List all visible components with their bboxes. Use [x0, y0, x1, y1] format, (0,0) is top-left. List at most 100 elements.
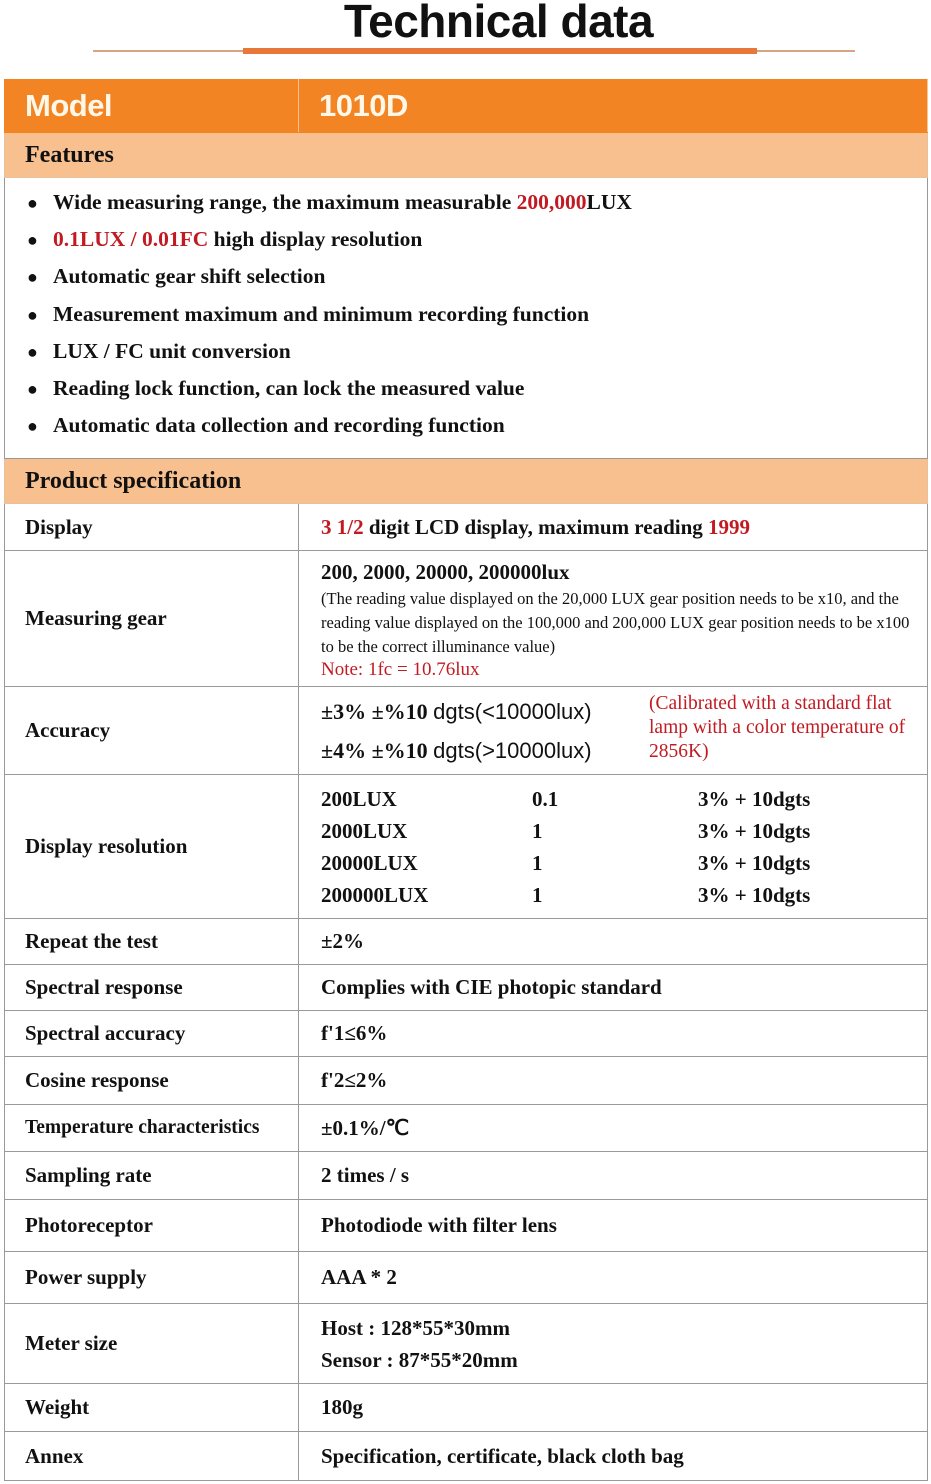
- row-value: Photodiode with filter lens: [298, 1199, 928, 1252]
- display-text: digit LCD display, maximum reading: [363, 514, 709, 539]
- bullet-icon: ●: [27, 341, 38, 362]
- feature-item: ● Wide measuring range, the maximum measu…: [27, 190, 927, 227]
- page-title: Technical data: [343, 0, 654, 47]
- title-underline: [243, 48, 757, 54]
- row-label: Temperature characteristics: [4, 1104, 299, 1152]
- resolution-grid: 200LUX 0.1 3% + 10dgts 2000LUX 1 3% + 10dgts 2…: [321, 783, 927, 911]
- table-row: Power supply AAA * 2: [4, 1251, 928, 1304]
- bullet-icon: ●: [27, 304, 38, 325]
- row-value: ±2%: [298, 918, 928, 965]
- row-label: Repeat the test: [4, 918, 299, 965]
- annex-label: Annex: [4, 1431, 299, 1481]
- accuracy-values: ±3% ±%10 dgts(<10000lux) ±4% ±%10 dgts(>…: [321, 692, 649, 770]
- row-value: f'2≤2%: [298, 1056, 928, 1105]
- accuracy-note: (Calibrated with a standard flat lamp wi…: [649, 692, 906, 762]
- bullet-icon: ●: [27, 193, 38, 213]
- table-row: Spectral accuracy f'1≤6%: [4, 1010, 928, 1057]
- feature-text: 0.1LUX / 0.01FC: [53, 227, 209, 252]
- annex-value: Specification, certificate, black cloth …: [298, 1431, 928, 1481]
- feature-text: Reading lock function, can lock the meas…: [53, 375, 525, 400]
- display-digits: 3 1/2: [321, 514, 364, 539]
- table-row: Temperature characteristics ±0.1%/℃: [4, 1104, 928, 1152]
- resolution-accuracy: 3% + 10dgts: [698, 882, 811, 907]
- feature-item: ● Measurement maximum and minimum recordi…: [27, 302, 927, 339]
- feature-text: LUX: [586, 190, 632, 214]
- gear-ranges: 200, 2000, 20000, 200000lux: [321, 559, 570, 584]
- bullet-icon: ●: [27, 230, 38, 251]
- gear-conversion-note: Note: 1fc = 10.76lux: [321, 658, 480, 680]
- feature-item: ● LUX / FC unit conversion: [27, 339, 927, 376]
- size-label: Meter size: [4, 1303, 299, 1384]
- table-row: Display resolution 200LUX 0.1 3% + 10dgts 2…: [4, 774, 928, 919]
- row-value: Complies with CIE photopic standard: [298, 964, 928, 1011]
- row-value: AAA * 2: [298, 1251, 928, 1304]
- feature-text: LUX / FC unit conversion: [53, 338, 291, 363]
- resolution-range: 200000LUX: [321, 882, 429, 907]
- table-row: Photoreceptor Photodiode with filter lens: [4, 1199, 928, 1252]
- features-heading: Features: [4, 132, 928, 178]
- accuracy-2: ±4% ±%10: [321, 737, 434, 763]
- row-label: Power supply: [4, 1251, 299, 1304]
- display-value: 3 1/2 digit LCD display, maximum reading…: [298, 503, 928, 551]
- feature-text: Wide measuring range, the maximum measur…: [53, 190, 517, 214]
- weight-value: 180g: [298, 1383, 928, 1432]
- weight-label: Weight: [4, 1383, 299, 1432]
- table-row: Measuring gear 200, 2000, 20000, 200000l…: [4, 550, 928, 687]
- accuracy-1: ±3% ±%10: [321, 698, 434, 724]
- resolution-step: 0.1: [532, 786, 559, 811]
- resolution-step: 1: [532, 850, 543, 875]
- row-value: f'1≤6%: [298, 1010, 928, 1057]
- feature-text: Measurement maximum and minimum recordin…: [53, 301, 590, 326]
- feature-item: ● Reading lock function, can lock the mea…: [27, 376, 927, 413]
- gear-note: (The reading value displayed on the 20,0…: [321, 588, 910, 656]
- feature-item: ● Automatic gear shift selection: [27, 264, 927, 301]
- table-row: Cosine response f'2≤2%: [4, 1056, 928, 1105]
- resolution-step: 1: [532, 818, 543, 843]
- model-label: Model: [4, 79, 299, 133]
- resolution-range: 2000LUX: [321, 818, 408, 843]
- resolution-accuracy: 3% + 10dgts: [698, 818, 811, 843]
- gear-label: Measuring gear: [4, 550, 299, 687]
- table-row: Meter size Host : 128*55*30mm Sensor : 8…: [4, 1303, 928, 1384]
- table-row: Spectral response Complies with CIE photo…: [4, 964, 928, 1011]
- resolution-range: 200LUX: [321, 786, 397, 811]
- resolution-step: 1: [532, 882, 543, 907]
- display-max: 1999: [708, 514, 751, 539]
- resolution-accuracy: 3% + 10dgts: [698, 786, 811, 811]
- row-label: Spectral response: [4, 964, 299, 1011]
- table-row: Annex Specification, certificate, black …: [4, 1431, 928, 1481]
- resolution-label: Display resolution: [4, 774, 299, 919]
- table-row: Weight 180g: [4, 1383, 928, 1432]
- spec-heading: Product specification: [4, 458, 928, 504]
- row-label: Sampling rate: [4, 1151, 299, 1200]
- spec-table: Model 1010D Features ● Wide measuring ran…: [4, 79, 928, 1481]
- row-label: Spectral accuracy: [4, 1010, 299, 1057]
- size-sensor: Sensor : 87*55*20mm: [321, 1347, 518, 1372]
- table-row: Display 3 1/2 digit LCD display, maximum…: [4, 503, 928, 551]
- feature-item: ● 0.1LUX / 0.01FC high display resolution: [27, 227, 927, 264]
- resolution-accuracy: 3% + 10dgts: [698, 850, 811, 875]
- feature-text: 200,000: [516, 190, 587, 214]
- row-label: Cosine response: [4, 1056, 299, 1105]
- model-value: 1010D: [298, 79, 928, 133]
- feature-text: Automatic gear shift selection: [53, 264, 326, 289]
- row-value: 2 times / s: [298, 1151, 928, 1200]
- row-value: ±0.1%/℃: [298, 1104, 928, 1152]
- feature-item: ● Automatic data collection and recording…: [27, 413, 927, 450]
- row-label: Photoreceptor: [4, 1199, 299, 1252]
- features-list: ● Wide measuring range, the maximum measu…: [25, 178, 927, 450]
- table-row: Repeat the test ±2%: [4, 918, 928, 965]
- accuracy-1-range: dgts(<10000lux): [433, 698, 592, 724]
- bullet-icon: ●: [27, 378, 38, 399]
- model-row: Model 1010D: [4, 79, 928, 133]
- feature-text: high display resolution: [208, 227, 423, 252]
- size-host: Host : 128*55*30mm: [321, 1315, 510, 1340]
- feature-text: Automatic data collection and recording …: [53, 413, 505, 438]
- accuracy-2-range: dgts(>10000lux): [433, 737, 592, 763]
- bullet-icon: ●: [27, 416, 38, 437]
- table-row: Accuracy ±3% ±%10 dgts(<10000lux) ±4% ±%…: [4, 686, 928, 775]
- table-row: Sampling rate 2 times / s: [4, 1151, 928, 1200]
- display-label: Display: [4, 503, 299, 551]
- accuracy-label: Accuracy: [4, 686, 299, 775]
- resolution-range: 20000LUX: [321, 850, 418, 875]
